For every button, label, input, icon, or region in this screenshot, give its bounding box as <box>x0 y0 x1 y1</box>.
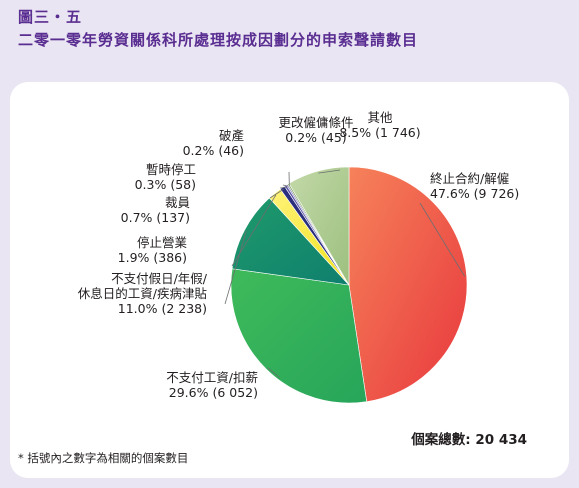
slice-value-label: 0.3% (58) <box>135 177 196 192</box>
slice-value-label: 0.2% (45) <box>285 130 346 145</box>
slice-category-label: 停止營業 <box>137 235 188 250</box>
slice-value-label: 8.5% (1 746) <box>339 125 420 140</box>
slice-category-label: 裁員 <box>165 195 191 210</box>
slice-value-label: 47.6% (9 726) <box>430 186 519 201</box>
slice-value-label: 29.6% (6 052) <box>169 385 258 400</box>
pie-slice <box>230 268 368 404</box>
slice-category-label: 休息日的工資/疾病津貼 <box>78 286 207 301</box>
leader-line <box>267 367 281 379</box>
slice-value-label: 0.7% (137) <box>121 210 190 225</box>
leader-line <box>419 202 466 277</box>
total-count: 個案總數: 20 434 <box>410 431 527 448</box>
leader-line <box>282 184 289 187</box>
slice-value-label: 0.2% (46) <box>183 143 244 158</box>
slice-category-label: 暫時停工 <box>146 162 196 177</box>
slice-category-label: 終止合約/解僱 <box>430 171 509 186</box>
chart-title: 二零一零年勞資關係科所處理按成因劃分的申索聲請數目 <box>18 31 419 49</box>
leader-line <box>279 186 287 189</box>
slice-category-label: 破產 <box>219 128 244 143</box>
slice-value-label: 1.9% (386) <box>118 250 187 265</box>
pie-slice <box>231 197 350 286</box>
leader-line <box>231 194 277 267</box>
slice-category-label: 其他 <box>367 110 393 125</box>
figure-label: 圖三・五 <box>18 8 83 26</box>
pie-slices <box>230 166 468 404</box>
slice-category-label: 不支付工資/扣薪 <box>166 370 258 385</box>
leader-lines <box>224 169 466 379</box>
slice-value-label: 11.0% (2 238) <box>118 301 207 316</box>
pie-slice <box>348 166 468 403</box>
slice-category-label: 更改僱傭條件 <box>278 115 353 130</box>
leader-line <box>318 169 341 174</box>
slice-category-label: 不支付假日/年假/ <box>111 271 208 286</box>
footnote: * 括號內之數字為相關的個案數目 <box>18 451 188 465</box>
leader-line <box>224 230 247 305</box>
leader-line <box>269 188 284 199</box>
